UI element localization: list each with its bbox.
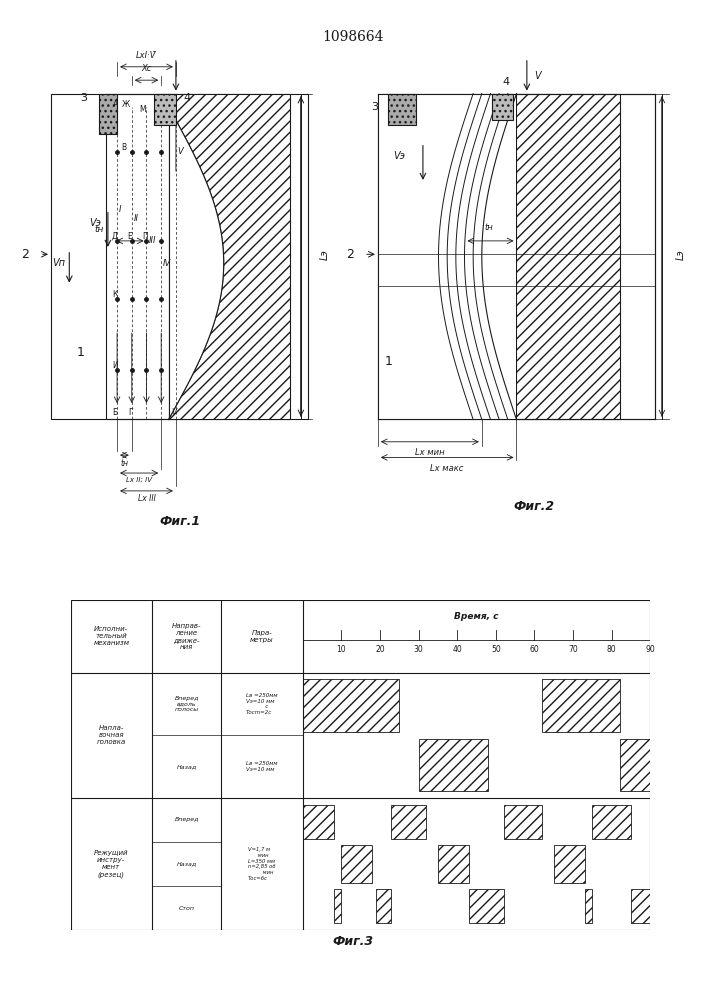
Polygon shape — [542, 679, 619, 732]
Text: 1: 1 — [76, 346, 84, 359]
Text: Б: Б — [112, 408, 118, 417]
Text: 2: 2 — [21, 248, 29, 261]
Text: II: II — [134, 214, 139, 223]
Text: Фиг.1: Фиг.1 — [159, 515, 200, 528]
Text: LxI·V̄: LxI·V̄ — [136, 51, 157, 60]
Text: III: III — [148, 236, 156, 245]
Text: Пара-
метры: Пара- метры — [250, 630, 274, 643]
Text: tн: tн — [484, 223, 493, 232]
Text: 4: 4 — [183, 93, 190, 103]
Text: 1: 1 — [385, 355, 392, 368]
Text: Назад: Назад — [177, 861, 197, 866]
Text: tн: tн — [120, 459, 129, 468]
Polygon shape — [438, 845, 469, 883]
Text: 2: 2 — [346, 248, 354, 261]
Text: 3: 3 — [371, 102, 378, 112]
Polygon shape — [631, 889, 650, 923]
Polygon shape — [168, 107, 223, 419]
Text: Lx II; IV: Lx II; IV — [126, 477, 152, 483]
Polygon shape — [392, 805, 426, 839]
Polygon shape — [503, 805, 542, 839]
Text: V: V — [534, 71, 540, 81]
Text: Фиг.3: Фиг.3 — [333, 935, 374, 948]
Text: Фиг.2: Фиг.2 — [513, 500, 554, 513]
Text: П: П — [142, 232, 148, 241]
Text: 70: 70 — [568, 645, 578, 654]
Polygon shape — [378, 94, 517, 419]
Text: А: А — [112, 100, 118, 109]
Text: Lэ: Lэ — [320, 249, 329, 260]
Polygon shape — [554, 845, 585, 883]
Text: Lв =250мм
Vэ=10 мм
           с
Тосm=2с: Lв =250мм Vэ=10 мм с Тосm=2с — [246, 693, 278, 715]
Polygon shape — [585, 889, 592, 923]
Text: В: В — [121, 143, 127, 152]
Text: 4: 4 — [503, 77, 510, 87]
Text: 50: 50 — [491, 645, 501, 654]
Polygon shape — [492, 94, 513, 120]
Polygon shape — [419, 739, 488, 791]
Text: Д: Д — [112, 232, 118, 241]
Polygon shape — [168, 94, 290, 419]
Text: V: V — [177, 147, 184, 156]
Text: Вперед: Вперед — [175, 818, 199, 822]
Text: Vэ: Vэ — [394, 151, 406, 161]
Polygon shape — [99, 94, 117, 134]
Text: 3: 3 — [81, 93, 88, 103]
Text: Стоп: Стоп — [179, 906, 194, 910]
Polygon shape — [341, 845, 372, 883]
Text: Назад: Назад — [177, 764, 197, 769]
Text: Напла-
вочная
головка: Напла- вочная головка — [97, 725, 126, 745]
Text: Е: Е — [127, 232, 132, 241]
Polygon shape — [469, 889, 503, 923]
Text: V: V — [171, 408, 177, 417]
Text: И: И — [112, 361, 118, 370]
Text: Г: Г — [129, 408, 134, 417]
Text: 40: 40 — [452, 645, 462, 654]
Text: I: I — [119, 205, 122, 214]
Text: Время, с: Время, с — [455, 612, 498, 621]
Polygon shape — [154, 94, 176, 125]
Text: Vэ: Vэ — [89, 218, 101, 228]
Text: 90: 90 — [645, 645, 655, 654]
Polygon shape — [376, 889, 392, 923]
Text: 20: 20 — [375, 645, 385, 654]
Text: Исполни-
тельный
механизм: Исполни- тельный механизм — [93, 626, 129, 646]
Text: 10: 10 — [337, 645, 346, 654]
Text: Xc: Xc — [141, 64, 152, 73]
Text: Lв =250мм
Vэ=10 мм: Lв =250мм Vэ=10 мм — [246, 761, 278, 772]
Text: Режущий
инстру-
мент
(резец): Режущий инстру- мент (резец) — [94, 850, 129, 878]
Text: Lx III: Lx III — [138, 494, 156, 503]
Text: Lx мин: Lx мин — [415, 448, 445, 457]
Text: К: К — [112, 290, 118, 299]
Text: и: и — [158, 100, 165, 110]
Text: 80: 80 — [607, 645, 617, 654]
Text: Vп: Vп — [52, 258, 65, 268]
Polygon shape — [619, 739, 650, 791]
Polygon shape — [303, 805, 334, 839]
Text: tн: tн — [94, 225, 103, 234]
Polygon shape — [388, 94, 416, 125]
Text: Направ-
ление
движе-
ния: Направ- ление движе- ния — [172, 623, 201, 650]
Text: Lx макс: Lx макс — [431, 464, 464, 473]
Text: Lэ: Lэ — [676, 249, 686, 260]
Text: 1098664: 1098664 — [323, 30, 384, 44]
Polygon shape — [334, 889, 341, 923]
Text: М: М — [139, 105, 146, 114]
Polygon shape — [517, 94, 621, 419]
Text: 60: 60 — [530, 645, 539, 654]
Text: IV: IV — [163, 259, 171, 268]
Text: 30: 30 — [414, 645, 423, 654]
Text: V=1,7 м
      мин
L=350 мм
n=2,85 об
         мин
Тос=6с: V=1,7 м мин L=350 мм n=2,85 об мин Тос=6… — [248, 847, 276, 881]
Text: Вперед
вдоль
полосы: Вперед вдоль полосы — [175, 696, 199, 712]
Text: Ж: Ж — [122, 100, 130, 109]
Polygon shape — [592, 805, 631, 839]
Polygon shape — [303, 679, 399, 732]
